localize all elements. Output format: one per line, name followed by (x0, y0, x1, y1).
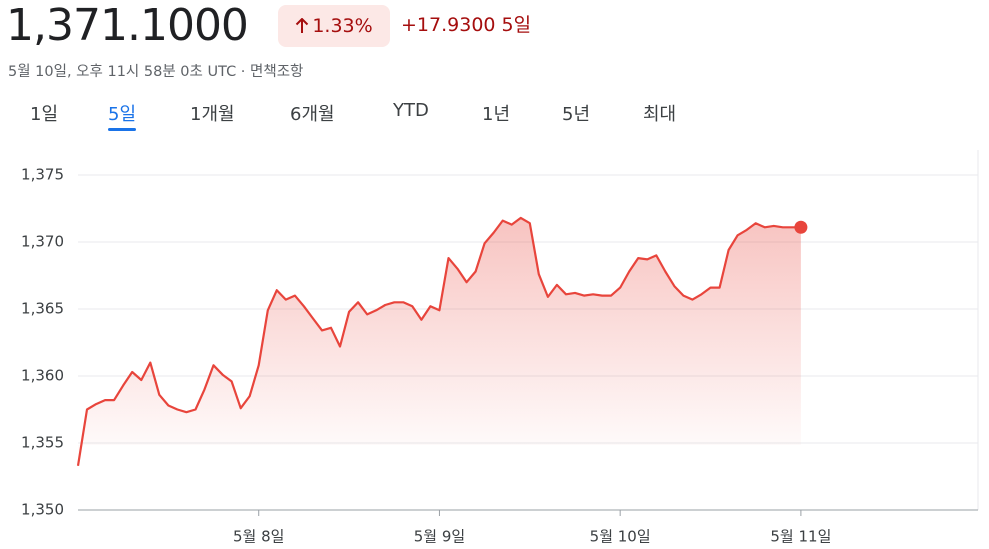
x-tick-label: 5월 9일 (414, 528, 465, 546)
change-badge: 1.33% (278, 5, 390, 47)
y-tick-label: 1,355 (21, 434, 64, 452)
range-tab[interactable]: 5일 (108, 100, 137, 131)
range-tab[interactable]: 1일 (30, 100, 58, 126)
tab-label: 1일 (30, 104, 59, 125)
x-tick-label: 5월 10일 (590, 528, 651, 546)
timestamp: 5월 10일, 오후 11시 58분 0초 UTC · 면책조항 (8, 64, 304, 80)
tab-label: YTD (393, 100, 429, 121)
range-tab[interactable]: YTD (393, 100, 429, 121)
tab-label: 1년 (482, 104, 511, 125)
period: 5일 (501, 14, 532, 36)
tab-label: 5년 (562, 104, 591, 125)
y-tick-label: 1,360 (21, 367, 64, 385)
x-tick-label: 5월 8일 (233, 528, 284, 546)
price: 1,371.1000 (6, 0, 249, 51)
y-tick-label: 1,350 (21, 501, 64, 519)
area (78, 217, 801, 466)
x-tick-label: 5월 11일 (770, 528, 831, 546)
tab-label: 5일 (108, 104, 137, 125)
change-line: +17.9300 5일 (401, 10, 531, 37)
range-tab[interactable]: 6개월 (290, 100, 335, 126)
range-tab[interactable]: 최대 (643, 100, 676, 126)
up-arrow-icon (296, 18, 309, 33)
range-tab[interactable]: 5년 (562, 100, 590, 126)
y-tick-label: 1,375 (21, 166, 64, 184)
change-percent: 1.33% (312, 15, 373, 37)
range-tab[interactable]: 1개월 (190, 100, 235, 126)
change-absolute: +17.9300 (401, 14, 496, 36)
selected-underline (108, 128, 137, 131)
y-tick-label: 1,365 (21, 300, 64, 318)
line (76, 216, 801, 466)
tab-label: 최대 (643, 104, 677, 125)
range-tab[interactable]: 1년 (482, 100, 510, 126)
tab-label: 6개월 (290, 104, 335, 125)
y-tick-label: 1,370 (21, 233, 64, 251)
last-point (794, 220, 808, 234)
tab-label: 1개월 (190, 104, 235, 125)
